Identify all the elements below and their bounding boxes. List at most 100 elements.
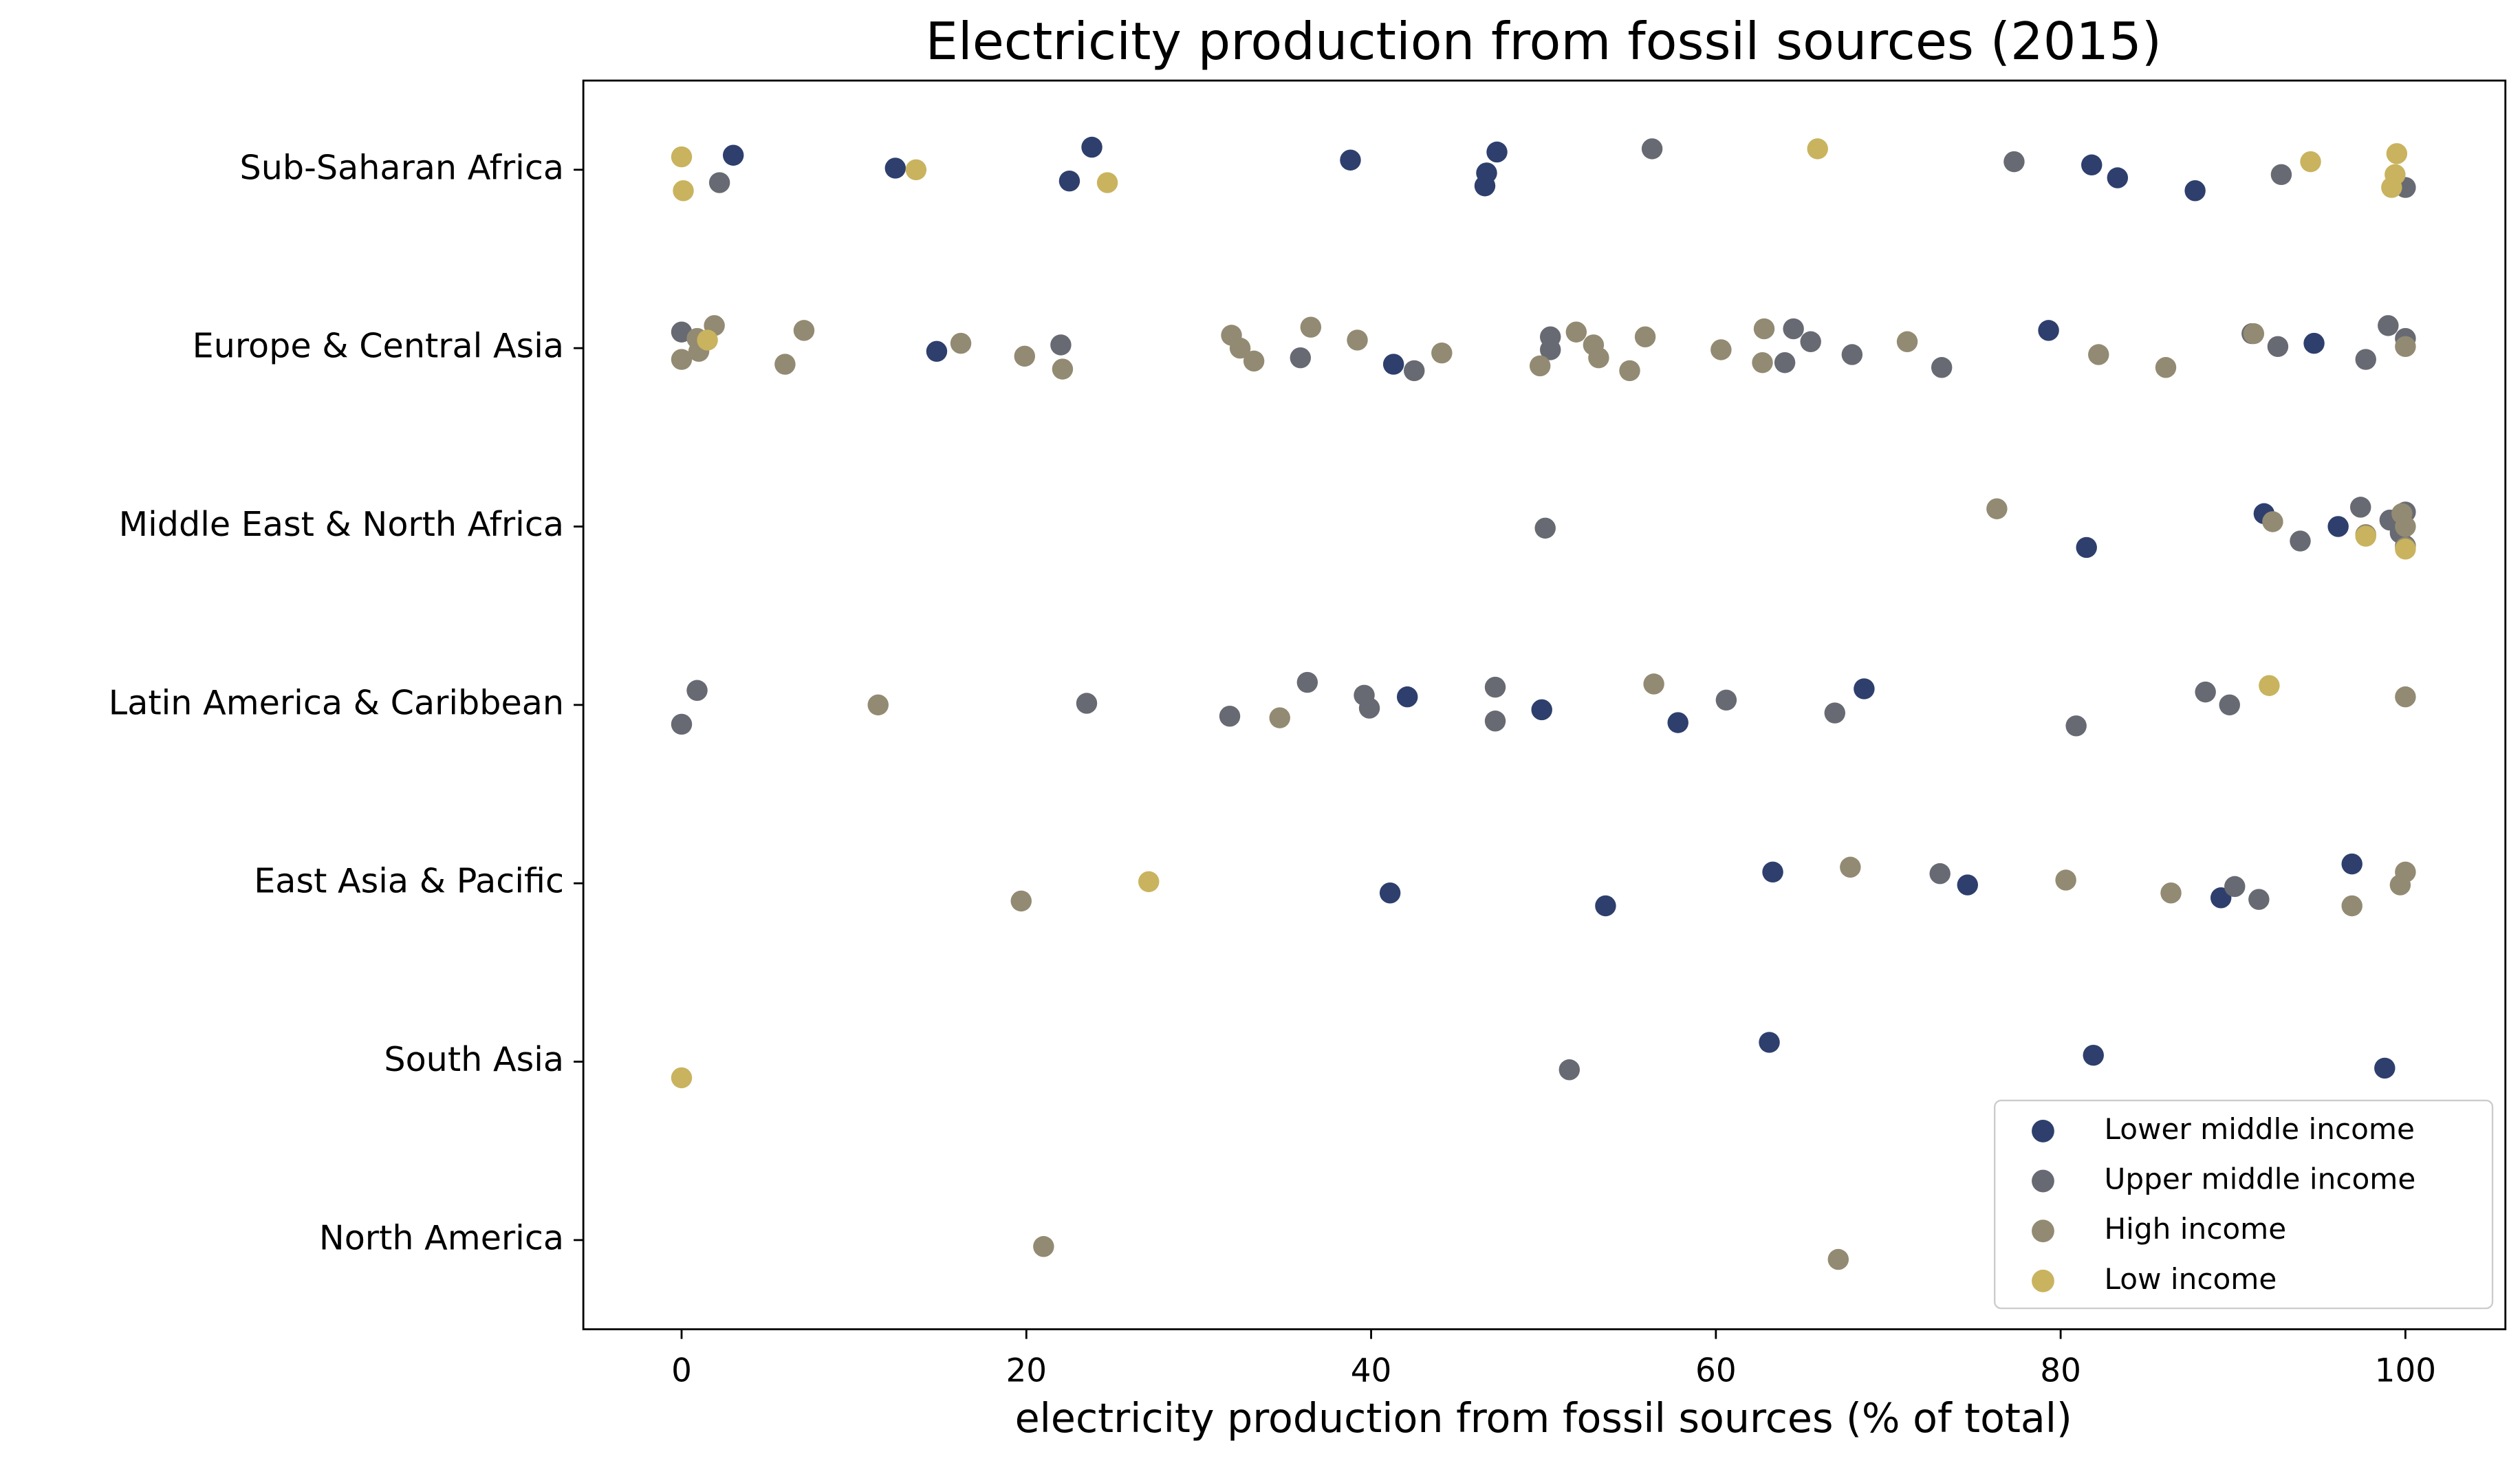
data-point bbox=[2349, 497, 2371, 518]
data-point bbox=[1243, 350, 1265, 372]
data-point bbox=[2055, 869, 2076, 891]
data-point bbox=[2038, 320, 2059, 341]
data-point bbox=[774, 354, 796, 375]
data-point bbox=[1931, 357, 1953, 378]
data-point bbox=[1058, 170, 1080, 192]
data-point bbox=[1957, 874, 1978, 896]
data-point bbox=[2341, 895, 2362, 917]
data-point bbox=[1534, 517, 1556, 539]
data-point bbox=[1010, 890, 1032, 912]
data-point bbox=[1484, 711, 1506, 732]
data-point bbox=[1641, 138, 1663, 160]
data-point bbox=[2107, 167, 2129, 188]
data-point bbox=[884, 158, 906, 179]
data-point bbox=[2083, 1044, 2104, 1066]
data-point bbox=[1854, 678, 1875, 700]
y-tick-label: Sub-Saharan Africa bbox=[240, 147, 565, 187]
data-point bbox=[1096, 172, 1118, 193]
data-point bbox=[671, 349, 693, 370]
data-point bbox=[1715, 689, 1737, 711]
data-point bbox=[2395, 539, 2416, 560]
data-point bbox=[1710, 339, 1732, 360]
data-point bbox=[1774, 352, 1796, 373]
legend-label: Upper middle income bbox=[2104, 1162, 2415, 1196]
data-point bbox=[1081, 136, 1102, 158]
data-point bbox=[1634, 326, 1656, 347]
data-point bbox=[1588, 347, 1609, 369]
data-point bbox=[2076, 537, 2097, 559]
data-point bbox=[1396, 686, 1418, 708]
data-point bbox=[2374, 1057, 2396, 1079]
legend-label: Lower middle income bbox=[2104, 1112, 2414, 1146]
x-tick-label: 0 bbox=[671, 1352, 692, 1389]
data-point bbox=[1269, 707, 1290, 728]
data-point bbox=[867, 694, 889, 716]
x-tick-label: 80 bbox=[2040, 1352, 2081, 1389]
data-point bbox=[2300, 151, 2321, 173]
data-point bbox=[2303, 332, 2325, 354]
x-tick-label: 20 bbox=[1006, 1352, 1047, 1389]
data-point bbox=[2248, 889, 2270, 910]
data-point bbox=[1431, 342, 1453, 364]
data-point bbox=[1050, 334, 1072, 356]
data-point bbox=[2088, 344, 2109, 365]
data-point bbox=[1340, 149, 1361, 171]
data-point bbox=[1474, 175, 1496, 197]
y-tick-label: North America bbox=[319, 1217, 564, 1257]
data-point bbox=[1219, 706, 1241, 727]
data-point bbox=[2003, 151, 2025, 173]
data-point bbox=[1800, 331, 1821, 353]
data-point bbox=[2395, 686, 2416, 708]
data-point bbox=[1290, 347, 1312, 369]
data-point bbox=[1762, 861, 1783, 883]
data-point bbox=[2327, 516, 2349, 537]
data-point bbox=[1014, 345, 1036, 367]
x-tick-label: 40 bbox=[1351, 1352, 1392, 1389]
data-point bbox=[1827, 1248, 1849, 1270]
data-point bbox=[673, 180, 694, 202]
data-point bbox=[2395, 336, 2416, 358]
data-point bbox=[2290, 530, 2311, 552]
data-point bbox=[2341, 853, 2362, 875]
data-point bbox=[2224, 876, 2246, 898]
data-point bbox=[1896, 331, 1918, 353]
y-tick-label: Middle East & North Africa bbox=[119, 504, 564, 544]
data-point bbox=[2270, 164, 2292, 186]
data-point bbox=[1484, 676, 1506, 698]
legend-label: High income bbox=[2104, 1212, 2286, 1246]
data-point bbox=[2386, 143, 2408, 164]
data-point bbox=[2389, 874, 2411, 896]
y-tick-label: East Asia & Pacific bbox=[254, 861, 564, 901]
data-point bbox=[793, 320, 815, 341]
data-point bbox=[2219, 694, 2240, 716]
data-point bbox=[2243, 323, 2265, 345]
data-point bbox=[1667, 712, 1688, 733]
y-tick-label: South Asia bbox=[384, 1039, 564, 1079]
y-tick-label: Europe & Central Asia bbox=[193, 326, 564, 366]
data-point bbox=[2381, 177, 2402, 198]
data-point bbox=[1296, 671, 1318, 693]
data-point bbox=[1403, 360, 1425, 382]
data-point bbox=[1138, 871, 1160, 893]
data-point bbox=[1539, 339, 1561, 360]
data-point bbox=[2355, 525, 2376, 547]
data-point bbox=[1300, 316, 1322, 338]
data-point bbox=[2262, 511, 2283, 532]
data-point bbox=[1643, 673, 1664, 695]
x-tick-label: 60 bbox=[1695, 1352, 1737, 1389]
data-point bbox=[905, 159, 927, 181]
data-point bbox=[708, 172, 730, 193]
data-point bbox=[926, 340, 948, 362]
data-point bbox=[671, 146, 693, 168]
data-point bbox=[671, 1067, 693, 1089]
data-point bbox=[1783, 318, 1804, 340]
data-point bbox=[1759, 1032, 1780, 1053]
data-point bbox=[1229, 337, 1251, 359]
data-point bbox=[1358, 697, 1380, 719]
data-point bbox=[1382, 354, 1404, 375]
data-point bbox=[2160, 882, 2182, 904]
data-point bbox=[1753, 318, 1775, 340]
data-point bbox=[1824, 702, 1846, 724]
legend-label: Low income bbox=[2104, 1262, 2277, 1296]
